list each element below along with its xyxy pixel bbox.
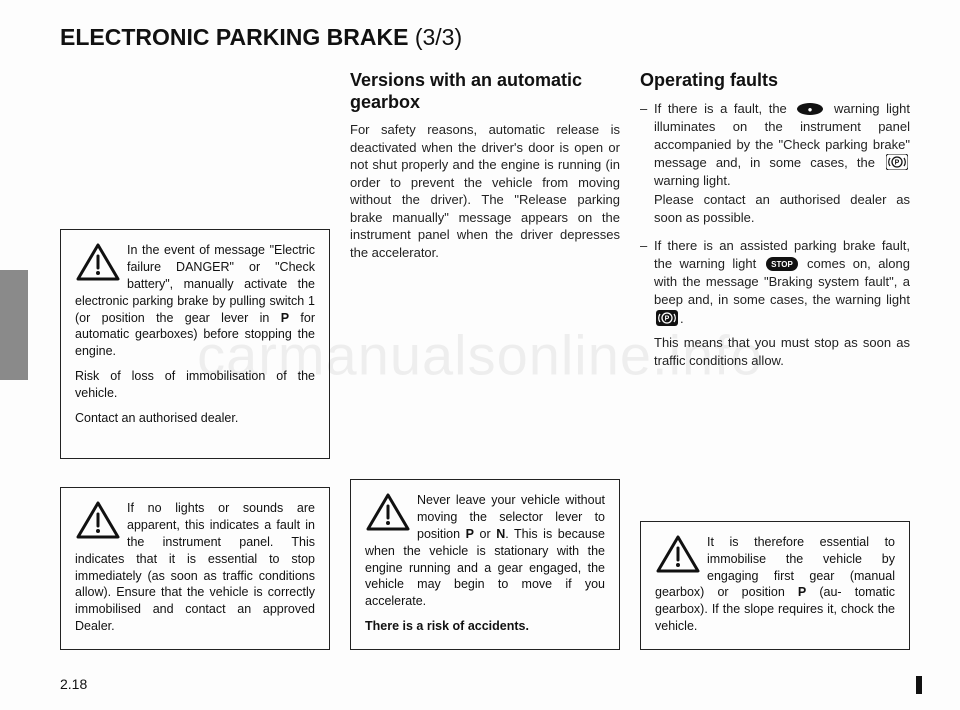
page-number: 2.18 — [60, 676, 87, 692]
corner-crop-mark — [916, 676, 922, 694]
brake-circle-p-icon: P — [886, 154, 908, 170]
warning-box-no-lights: If no lights or sounds are apparent, thi… — [60, 487, 330, 650]
column-3: Operating faults If there is a fault, th… — [640, 70, 910, 650]
heading-operating-faults: Operating faults — [640, 70, 910, 92]
warn1-line3: Contact an authorised dealer. — [75, 410, 315, 427]
content-columns: In the event of message "Electric failur… — [60, 70, 910, 650]
stop-warning-icon: STOP — [766, 257, 798, 271]
title-main: ELECTRONIC PARKING BRAKE — [60, 24, 415, 50]
fault-item-1: If there is a fault, the ● warning light… — [640, 100, 910, 227]
body-auto-text: For safety reasons, automatic release is… — [350, 121, 620, 261]
warning-triangle-icon — [75, 500, 121, 540]
fault1-a: If there is a fault, the — [654, 101, 793, 116]
warn1-text-c: (or position the gear lever in — [75, 311, 281, 325]
warn3-n: N — [496, 527, 505, 541]
faults-list: If there is a fault, the ● warning light… — [640, 100, 910, 381]
body-automatic-gearbox: For safety reasons, automatic release is… — [350, 121, 620, 267]
svg-text:●: ● — [808, 105, 813, 114]
warning-triangle-icon — [365, 492, 411, 532]
warn3-risk: There is a risk of accidents. — [365, 618, 605, 635]
warning-box-immobilise: It is therefore essential to immobilise … — [640, 521, 910, 650]
warning-box-never-leave: Never leave your vehicle without moving … — [350, 479, 620, 650]
parking-brake-warning-icon: ● — [795, 102, 825, 116]
heading-automatic-gearbox: Versions with an automatic gearbox — [350, 70, 620, 113]
warn4-p: P — [798, 585, 806, 599]
fault1-d: Please contact an authorised dealer as s… — [654, 192, 910, 225]
warn4-b: (au- — [806, 585, 841, 599]
warn1-text-b: parking brake by pulling switch — [132, 294, 308, 308]
svg-text:STOP: STOP — [771, 260, 793, 269]
title-suffix: (3/3) — [415, 24, 462, 50]
svg-text:P: P — [895, 160, 900, 167]
warn3-p: P — [466, 527, 474, 541]
warning-box-electric-failure: In the event of message "Electric failur… — [60, 229, 330, 459]
fault-item-2: If there is an assisted parking brake fa… — [640, 237, 910, 370]
page-title: ELECTRONIC PARKING BRAKE (3/3) — [60, 24, 462, 51]
svg-text:P: P — [665, 315, 670, 322]
fault2-c: . — [680, 311, 684, 326]
warn1-p: P — [281, 311, 289, 325]
manual-page: carmanualsonline.info ELECTRONIC PARKING… — [0, 0, 960, 710]
brake-circle-p-icon: P — [656, 310, 678, 326]
fault1-c: warning light. — [654, 173, 731, 188]
column-1: In the event of message "Electric failur… — [60, 70, 330, 650]
fault2-d: This means that you must stop as soon as… — [654, 334, 910, 370]
warn1-ref: 1 — [308, 294, 315, 308]
column-2: Versions with an automatic gearbox For s… — [350, 70, 620, 650]
warning-triangle-icon — [655, 534, 701, 574]
warn3-mid: or — [474, 527, 496, 541]
warn1-line2: Risk of loss of immobilisation of the ve… — [75, 368, 315, 402]
warning-triangle-icon — [75, 242, 121, 282]
section-tab — [0, 270, 28, 380]
